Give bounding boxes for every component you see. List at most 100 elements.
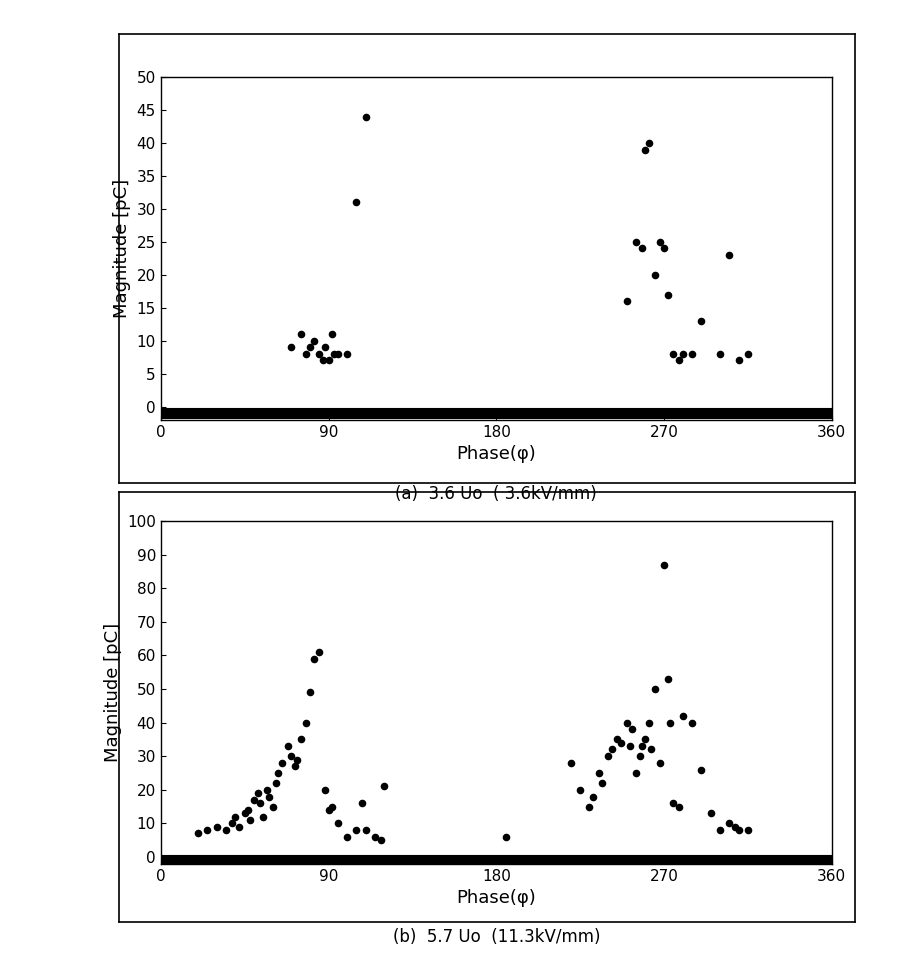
X-axis label: Phase(φ): Phase(φ) bbox=[457, 889, 536, 907]
Point bbox=[661, 672, 675, 687]
Point bbox=[377, 779, 391, 794]
Point bbox=[666, 346, 681, 362]
Point bbox=[280, 738, 295, 754]
Point bbox=[685, 715, 699, 731]
Point bbox=[293, 326, 308, 342]
Point bbox=[672, 353, 686, 369]
Point bbox=[191, 826, 206, 841]
Point bbox=[349, 195, 364, 210]
Point bbox=[641, 715, 656, 731]
Point bbox=[638, 142, 652, 157]
Point bbox=[647, 267, 662, 283]
Point bbox=[262, 788, 277, 804]
Point bbox=[327, 346, 342, 362]
Point bbox=[652, 756, 667, 771]
Point bbox=[638, 731, 652, 747]
Point bbox=[288, 758, 302, 774]
Point bbox=[721, 247, 736, 262]
Point bbox=[663, 715, 677, 731]
Point bbox=[666, 795, 681, 811]
Point bbox=[672, 799, 686, 814]
Point bbox=[573, 782, 587, 797]
Point bbox=[269, 775, 284, 790]
Point bbox=[340, 829, 355, 844]
Point bbox=[210, 819, 224, 835]
Point bbox=[322, 802, 336, 817]
Point bbox=[368, 829, 382, 844]
Point bbox=[732, 822, 746, 838]
Y-axis label: Magnitude [pC]: Magnitude [pC] bbox=[113, 179, 131, 318]
Point bbox=[498, 829, 513, 844]
Point bbox=[675, 708, 690, 724]
Point bbox=[252, 795, 267, 811]
Point bbox=[629, 765, 643, 781]
Point bbox=[271, 765, 286, 781]
Point bbox=[596, 775, 610, 790]
Point bbox=[250, 786, 265, 801]
Point bbox=[623, 738, 638, 754]
Point bbox=[306, 651, 321, 667]
Point bbox=[657, 557, 672, 572]
Point bbox=[219, 822, 233, 838]
Point bbox=[325, 799, 340, 814]
Point bbox=[632, 749, 647, 764]
Point bbox=[605, 742, 619, 758]
Text: (a)  3.6 Uo  ( 3.6kV/mm): (a) 3.6 Uo ( 3.6kV/mm) bbox=[395, 485, 597, 504]
Point bbox=[322, 353, 336, 369]
Point bbox=[614, 735, 629, 751]
Point bbox=[661, 287, 675, 302]
Point bbox=[358, 109, 373, 124]
Point bbox=[703, 806, 718, 821]
Point bbox=[246, 792, 261, 808]
Text: (b)  5.7 Uo  (11.3kV/mm): (b) 5.7 Uo (11.3kV/mm) bbox=[392, 928, 600, 947]
Point bbox=[657, 240, 672, 256]
Point bbox=[340, 346, 355, 362]
Point bbox=[685, 346, 699, 362]
Point bbox=[694, 762, 709, 778]
Point bbox=[694, 314, 709, 329]
X-axis label: Phase(φ): Phase(φ) bbox=[457, 445, 536, 463]
Point bbox=[289, 752, 304, 767]
Point bbox=[284, 749, 299, 764]
Point bbox=[306, 333, 321, 348]
Point bbox=[619, 715, 634, 731]
Point bbox=[325, 326, 340, 342]
Point bbox=[634, 240, 649, 256]
Point bbox=[625, 722, 640, 737]
Point bbox=[641, 135, 656, 151]
Point bbox=[299, 346, 313, 362]
Point bbox=[592, 765, 607, 781]
Point bbox=[317, 782, 332, 797]
Point bbox=[293, 731, 308, 747]
Point bbox=[241, 802, 255, 817]
Point bbox=[331, 815, 346, 831]
Point bbox=[275, 756, 289, 771]
Point bbox=[619, 293, 634, 309]
Point bbox=[675, 346, 690, 362]
Point bbox=[629, 234, 643, 250]
Point bbox=[373, 833, 388, 848]
Point bbox=[634, 738, 649, 754]
Point bbox=[302, 685, 317, 701]
Point bbox=[647, 681, 662, 697]
Point bbox=[299, 715, 313, 731]
Point bbox=[741, 822, 755, 838]
Point bbox=[237, 806, 252, 821]
Point bbox=[721, 815, 736, 831]
Point bbox=[302, 340, 317, 355]
Point bbox=[224, 815, 239, 831]
Point bbox=[312, 645, 326, 660]
Point bbox=[712, 346, 727, 362]
Point bbox=[243, 813, 257, 828]
Point bbox=[741, 346, 755, 362]
Point bbox=[355, 795, 369, 811]
Point bbox=[349, 822, 364, 838]
Point bbox=[728, 819, 743, 835]
Point bbox=[358, 822, 373, 838]
Point bbox=[610, 731, 625, 747]
Point bbox=[317, 340, 332, 355]
Point bbox=[585, 788, 600, 804]
Point bbox=[284, 340, 299, 355]
Point bbox=[232, 819, 246, 835]
Point bbox=[563, 756, 578, 771]
